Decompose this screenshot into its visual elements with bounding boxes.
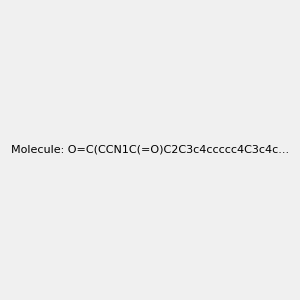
Text: Molecule: O=C(CCN1C(=O)C2C3c4ccccc4C3c4c...: Molecule: O=C(CCN1C(=O)C2C3c4ccccc4C3c4c… — [11, 145, 289, 155]
